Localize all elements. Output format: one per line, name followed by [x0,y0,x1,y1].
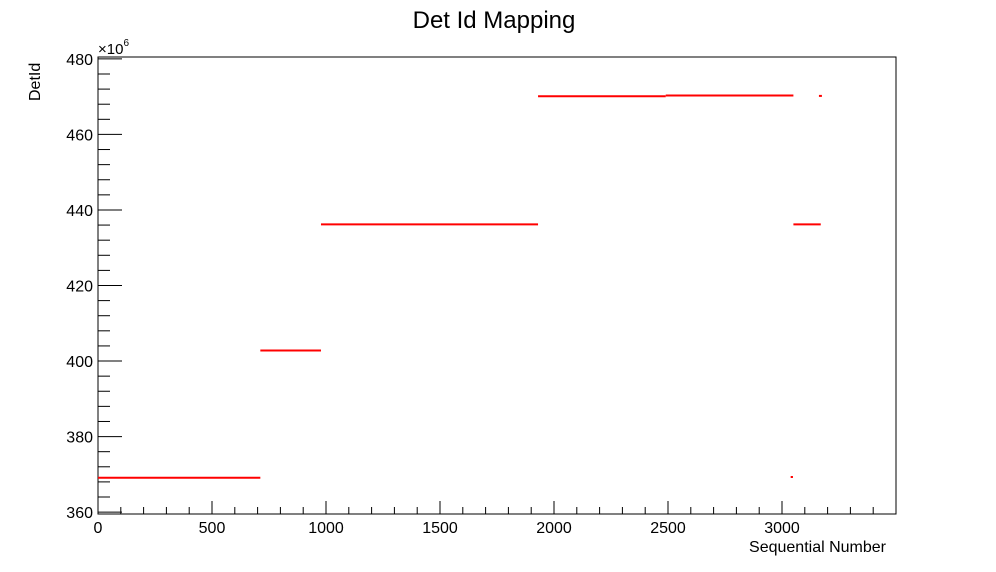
x-axis: 0 500 1000 1500 2000 2500 3000 [94,501,897,537]
y-tick-label: 400 [66,354,93,371]
plot-area [97,56,897,515]
y-axis: 360 380 400 420 440 460 480 [66,52,122,522]
x-tick-label: 500 [199,520,226,537]
x-tick-label: 2000 [536,520,572,537]
x-axis-label: Sequential Number [749,539,887,556]
y-tick-label: 460 [66,127,93,144]
y-tick-label: 420 [66,279,93,296]
y-tick-label: 480 [66,52,93,69]
plot-frame [97,56,897,515]
y-tick-label: 440 [66,203,93,220]
y-axis-multiplier-exponent: 6 [123,38,129,49]
x-tick-label: 0 [94,520,103,537]
y-axis-label: DetId [27,63,44,101]
data-series [98,94,822,479]
y-tick-label: 380 [66,430,93,447]
y-axis-multiplier-base: ×10 [98,41,123,58]
x-tick-label: 1000 [308,520,344,537]
x-tick-label: 2500 [650,520,686,537]
x-tick-label: 3000 [764,520,800,537]
x-tick-label: 1500 [422,520,458,537]
chart-title: Det Id Mapping [413,7,576,34]
y-axis-multiplier: ×106 [98,38,129,58]
y-tick-label: 360 [66,505,93,522]
